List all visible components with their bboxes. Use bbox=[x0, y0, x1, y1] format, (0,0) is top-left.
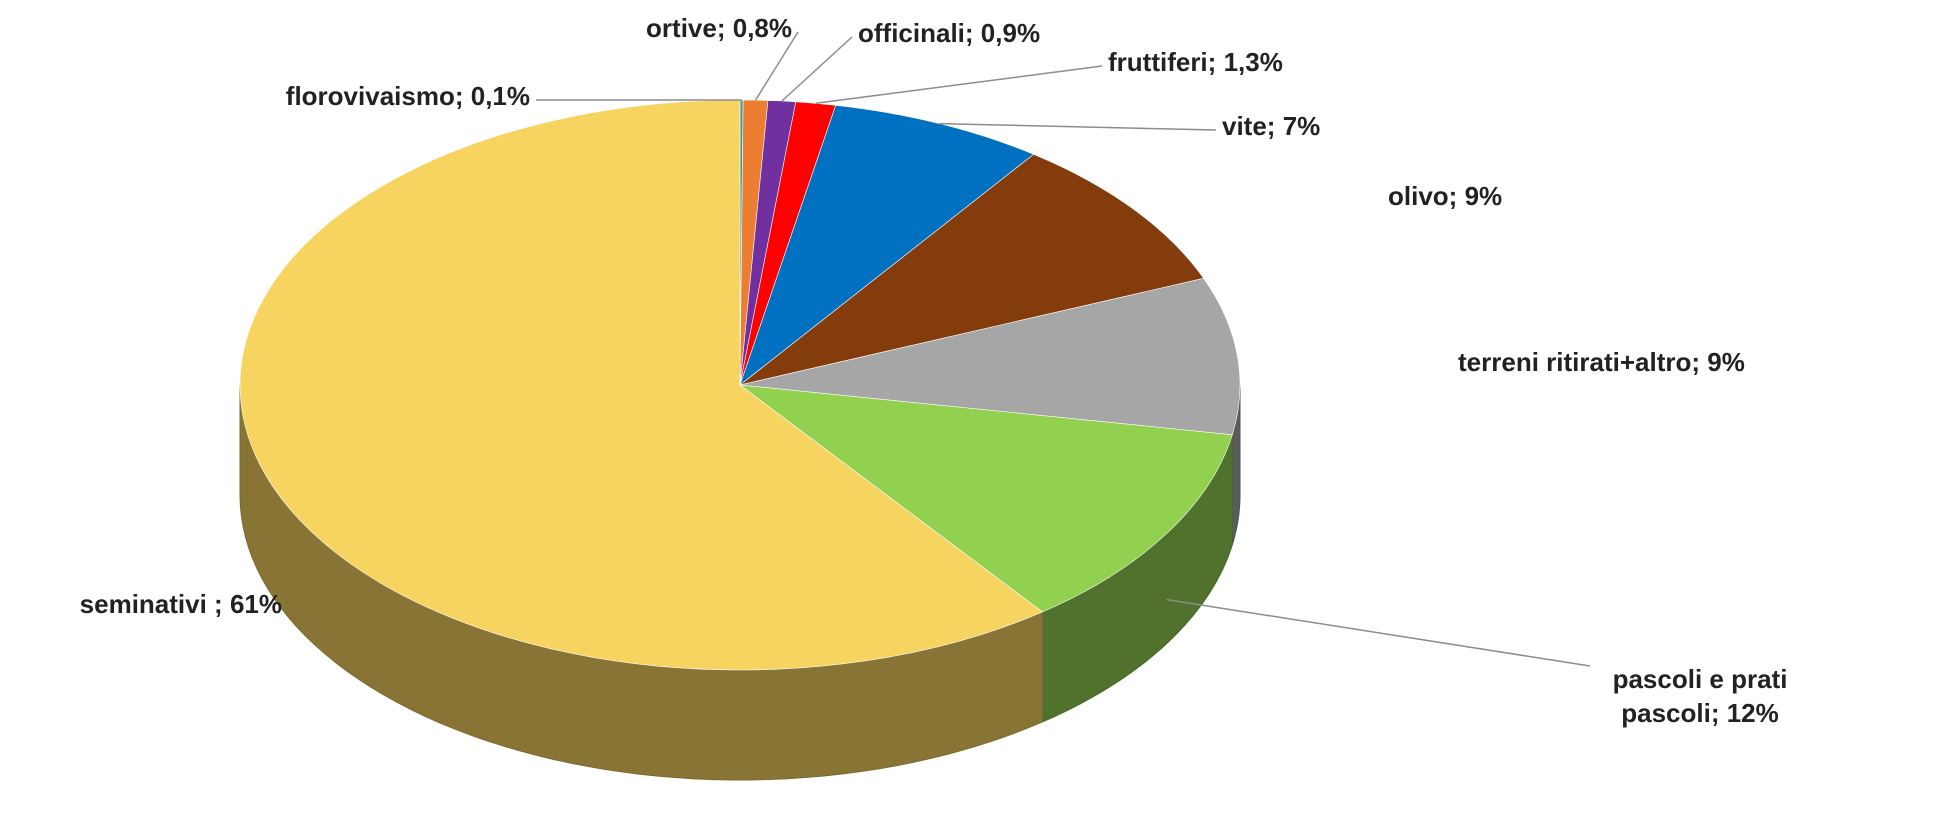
category-name: terreni ritirati+altro; bbox=[1458, 347, 1701, 377]
category-name: vite; bbox=[1222, 111, 1276, 141]
slice-label: seminativi ; 61% bbox=[80, 587, 282, 621]
category-name: officinali; bbox=[858, 18, 974, 48]
value-label: 9% bbox=[1464, 181, 1503, 211]
slice-label: olivo; 9% bbox=[1388, 179, 1502, 213]
category-name: olivo; bbox=[1388, 181, 1458, 211]
value-label: 0,9% bbox=[980, 18, 1041, 48]
value-label: 7% bbox=[1282, 111, 1321, 141]
value-label: 1,3% bbox=[1223, 47, 1283, 77]
slice-label: ortive; 0,8% bbox=[646, 11, 792, 45]
category-name: fruttiferi; bbox=[1108, 47, 1217, 77]
slice-label: fruttiferi; 1,3% bbox=[1108, 45, 1283, 79]
value-label: 12% bbox=[1726, 698, 1779, 728]
slice bbox=[739, 277, 1241, 436]
leader-line bbox=[939, 122, 1217, 131]
leader-line bbox=[1166, 598, 1591, 667]
category-name: florovivaismo; bbox=[285, 81, 464, 111]
leader-line bbox=[781, 36, 853, 102]
slice bbox=[739, 153, 1205, 386]
slice bbox=[739, 104, 1035, 386]
value-label: 61% bbox=[229, 589, 282, 619]
slice bbox=[738, 384, 1233, 613]
slice-label: terreni ritirati+altro; 9% bbox=[1458, 345, 1745, 379]
category-name: ortive; bbox=[646, 13, 726, 43]
slice-label: pascoli e prati pascoli; 12% bbox=[1580, 662, 1820, 730]
leader-line bbox=[815, 65, 1103, 105]
category-name: pascoli e prati pascoli; bbox=[1612, 664, 1788, 728]
slice bbox=[239, 99, 1043, 671]
category-name: seminativi ; bbox=[79, 589, 223, 619]
slice-label: officinali; 0,9% bbox=[858, 16, 1040, 50]
pie-tops bbox=[239, 99, 1241, 671]
value-label: 0,1% bbox=[470, 81, 530, 111]
leader-line bbox=[754, 31, 799, 101]
slice-label: florovivaismo; 0,1% bbox=[286, 79, 530, 113]
value-label: 0,8% bbox=[732, 13, 792, 43]
slice-label: vite; 7% bbox=[1222, 109, 1320, 143]
value-label: 9% bbox=[1707, 347, 1745, 377]
